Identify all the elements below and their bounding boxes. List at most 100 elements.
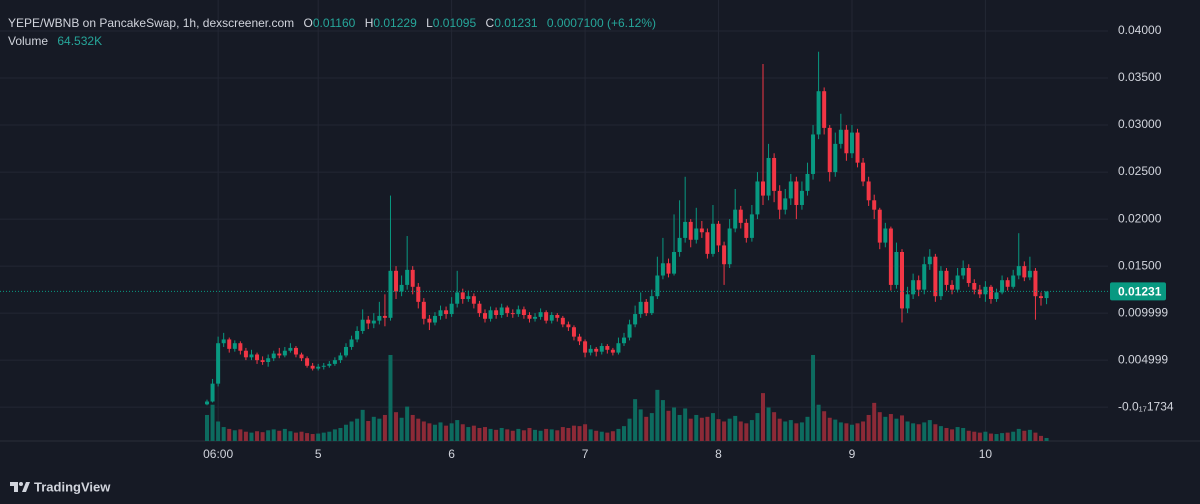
- volume-bar: [738, 421, 743, 441]
- volume-bar: [310, 434, 315, 441]
- candle-body: [377, 315, 382, 321]
- x-tick-label: 6: [448, 447, 455, 461]
- candle-body: [783, 198, 788, 210]
- legend-row: YEPE/WBNB on PancakeSwap, 1h, dexscreene…: [8, 14, 656, 32]
- candle-body: [633, 314, 638, 325]
- volume-bar: [510, 430, 515, 441]
- volume-bar: [827, 417, 832, 441]
- candle-body: [627, 324, 632, 338]
- volume-name: Volume: [8, 34, 49, 48]
- candle-body: [388, 270, 393, 318]
- volume-bar: [950, 429, 955, 441]
- candle-body: [521, 309, 526, 315]
- y-tick-label: 0.02500: [1118, 164, 1162, 178]
- volume-bar: [566, 427, 571, 441]
- volume-bar: [577, 426, 582, 441]
- volume-bar: [243, 431, 248, 441]
- volume-bar: [655, 389, 660, 441]
- x-tick-label: 9: [849, 447, 856, 461]
- volume-bar: [944, 427, 949, 441]
- volume-bar: [794, 423, 799, 441]
- candle-body: [210, 383, 215, 402]
- volume-bar: [1016, 428, 1021, 441]
- ohlc-key: H: [364, 16, 374, 30]
- candle-body: [555, 315, 560, 318]
- candle-body: [994, 292, 999, 300]
- volume-bar: [571, 425, 576, 441]
- candle-body: [471, 296, 476, 304]
- candle-body: [355, 330, 360, 340]
- y-tick-label: 0.03500: [1118, 70, 1162, 84]
- candle-body: [560, 317, 565, 325]
- candle-body: [271, 353, 276, 359]
- candle-body: [772, 157, 777, 191]
- volume-bar: [627, 418, 632, 441]
- volume-bar: [733, 415, 738, 441]
- volume-bar: [394, 412, 399, 441]
- candle-body: [427, 318, 432, 323]
- volume-bar: [227, 428, 232, 441]
- volume-bar: [749, 420, 754, 441]
- candle-body: [488, 310, 493, 319]
- candle-body: [755, 181, 760, 215]
- volume-bar: [266, 430, 271, 441]
- volume-bar: [527, 427, 532, 441]
- candle-body: [282, 350, 287, 356]
- volume-bar: [849, 424, 854, 441]
- volume-bar: [471, 425, 476, 441]
- candle-body: [811, 134, 816, 174]
- x-tick-label: 7: [582, 447, 589, 461]
- x-tick-label: 5: [315, 447, 322, 461]
- ohlc-value: 0.01231: [494, 16, 538, 30]
- volume-bar: [499, 427, 504, 441]
- volume-bar: [255, 431, 260, 441]
- volume-bar: [544, 428, 549, 441]
- candle-body: [833, 143, 838, 173]
- candle-body: [227, 339, 232, 349]
- volume-bar: [232, 430, 237, 441]
- volume-bar: [838, 422, 843, 441]
- volume-bar: [916, 424, 921, 441]
- candle-body: [660, 263, 665, 276]
- candle-body: [316, 366, 321, 369]
- candle-body: [883, 228, 888, 243]
- candle-body: [477, 303, 482, 314]
- candle-body: [688, 221, 693, 240]
- candle-body: [255, 354, 260, 361]
- volume-bar: [649, 413, 654, 441]
- candle-body: [655, 275, 660, 297]
- volume-bar: [299, 431, 304, 441]
- candle-body: [1022, 266, 1027, 278]
- volume-bar: [594, 430, 599, 441]
- candle-body: [516, 309, 521, 315]
- candle-body: [438, 310, 443, 316]
- candle-body: [766, 157, 771, 196]
- candle-body: [705, 232, 710, 254]
- candle-body: [277, 353, 282, 356]
- candle-body: [549, 315, 554, 321]
- candle-body: [594, 348, 599, 352]
- candle-body: [216, 343, 221, 384]
- volume-bar: [216, 421, 221, 441]
- volume-bar: [683, 408, 688, 441]
- volume-bar: [744, 423, 749, 441]
- volume-bar: [672, 407, 677, 441]
- candle-body: [972, 283, 977, 290]
- volume-bar: [727, 418, 732, 441]
- candle-body: [827, 127, 832, 173]
- volume-bar: [883, 416, 888, 441]
- candle-body: [466, 296, 471, 300]
- volume-bar: [766, 407, 771, 441]
- last-price-badge: [1110, 282, 1166, 301]
- candle-body: [449, 303, 454, 315]
- volume-bar: [861, 421, 866, 441]
- candle-body: [944, 270, 949, 285]
- candle-body: [955, 275, 960, 290]
- y-tick-label: 0.004999: [1118, 352, 1168, 366]
- candle-body: [983, 286, 988, 295]
- x-tick-label: 06:00: [203, 447, 233, 461]
- candle-body: [510, 313, 515, 315]
- candle-body: [238, 343, 243, 351]
- candle-body: [1039, 296, 1043, 299]
